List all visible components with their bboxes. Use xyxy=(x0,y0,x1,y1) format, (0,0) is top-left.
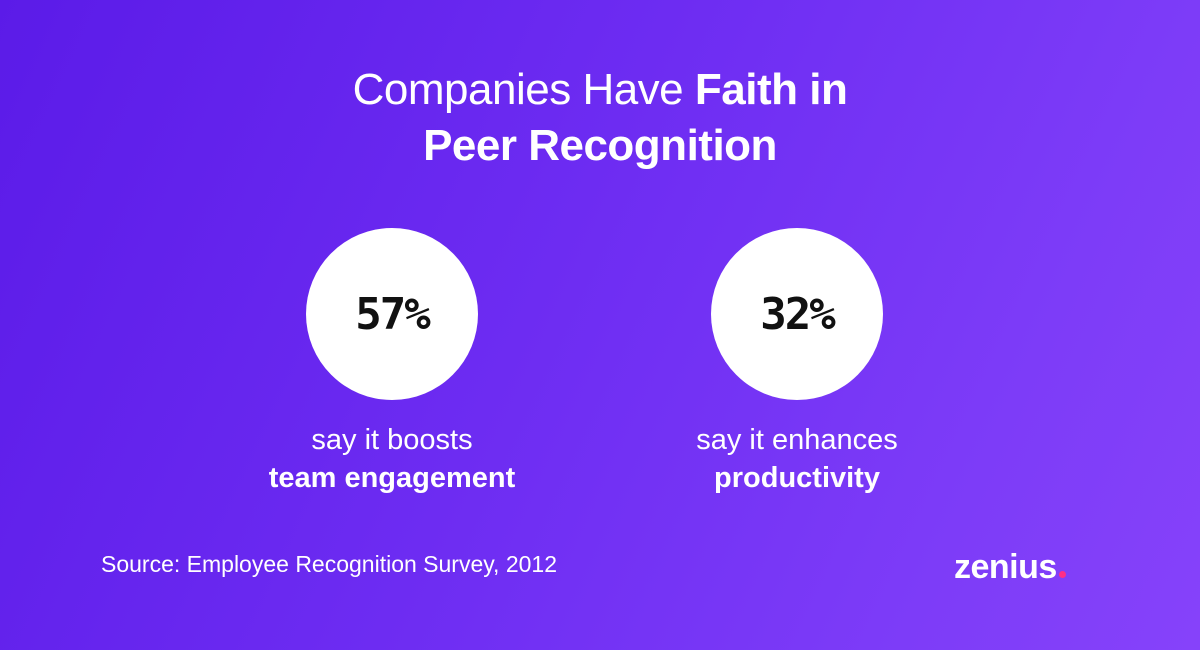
headline-line-2: Peer Recognition xyxy=(0,118,1200,174)
stat-caption-line-1: say it boosts xyxy=(311,424,473,456)
headline: Companies Have Faith in Peer Recognition xyxy=(0,62,1200,174)
zenius-logo: zenius xyxy=(954,547,1066,587)
headline-bold-text-1: Faith in xyxy=(694,65,848,114)
stat-value: 57% xyxy=(355,288,430,340)
stat-block-productivity: 32% say it enhances productivity xyxy=(617,228,977,498)
stat-value: 32% xyxy=(760,288,835,340)
stat-caption-line-1: say it enhances xyxy=(696,424,898,456)
source-citation: Source: Employee Recognition Survey, 201… xyxy=(101,551,558,577)
headline-bold-text-2: Peer Recognition xyxy=(423,121,777,170)
stat-caption-line-2: productivity xyxy=(714,462,880,494)
stat-circle: 57% xyxy=(306,228,478,400)
stat-caption-line-2: team engagement xyxy=(268,462,516,494)
headline-line-1: Companies Have Faith in xyxy=(0,62,1200,118)
stat-circle: 32% xyxy=(711,228,883,400)
logo-text: zenius xyxy=(954,548,1057,586)
headline-light-text: Companies Have xyxy=(352,65,695,114)
stat-block-engagement: 57% say it boosts team engagement xyxy=(212,228,572,498)
logo-dot-icon xyxy=(1058,571,1066,578)
